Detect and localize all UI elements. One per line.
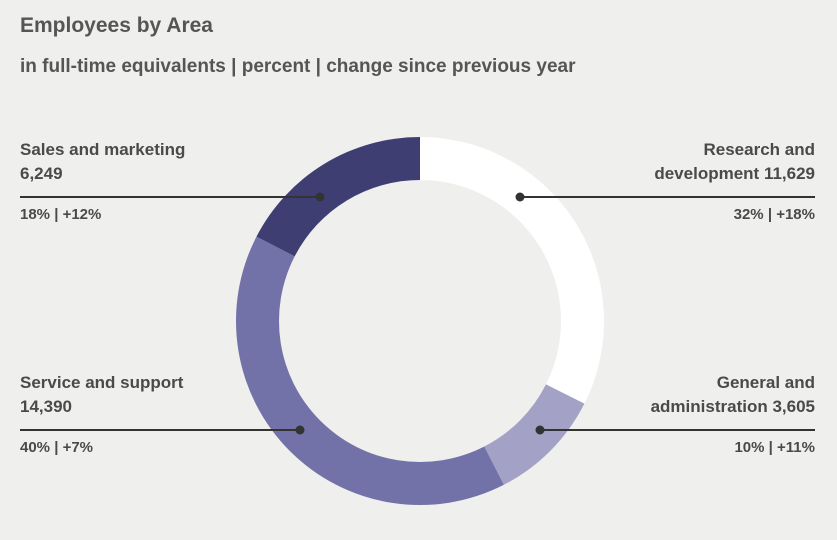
slice-label: General and administration 3,605 [615, 371, 815, 419]
value-label: 11,629 [763, 164, 815, 183]
percent-label: 10% [734, 439, 765, 456]
change-label: +11% [777, 439, 815, 456]
leader-dot [535, 425, 545, 435]
slice-stats: 40% | +7% [20, 439, 220, 456]
slice-stats: 18% | +12% [20, 206, 220, 223]
separator: | [54, 439, 59, 456]
value-label: 6,249 [20, 164, 63, 183]
slice-label: Sales and marketing 6,249 [20, 138, 220, 186]
category-name: Sales and marketing [20, 140, 186, 159]
change-label: +18% [776, 206, 815, 223]
slice-stats: 10% | +11% [615, 439, 815, 456]
leader-dot [295, 425, 305, 435]
percent-label: 18% [20, 206, 51, 223]
slice-label: Research and development 11,629 [615, 138, 815, 186]
percent-label: 32% [733, 206, 764, 223]
value-label: 3,605 [772, 397, 815, 416]
category-name: Research and development [654, 140, 815, 183]
donut-slice [236, 236, 504, 505]
chart-subtitle: in full-time equivalents | percent | cha… [20, 56, 576, 77]
change-label: +7% [62, 439, 94, 456]
leader-dot [515, 192, 525, 202]
change-label: +12% [62, 206, 102, 223]
chart-title: Employees by Area [20, 14, 213, 37]
value-label: 14,390 [20, 397, 72, 416]
separator: | [767, 206, 773, 223]
donut-slice [484, 384, 585, 485]
category-name: Service and support [20, 373, 184, 392]
separator: | [768, 439, 773, 456]
slice-label: Service and support 14,390 [20, 371, 220, 419]
category-name: General and administration [650, 373, 815, 416]
slice-stats: 32% | +18% [615, 206, 815, 223]
separator: | [54, 206, 59, 223]
percent-label: 40% [20, 439, 51, 456]
donut-slice [420, 137, 604, 404]
leader-dot [315, 192, 325, 202]
donut-slice [256, 137, 420, 257]
